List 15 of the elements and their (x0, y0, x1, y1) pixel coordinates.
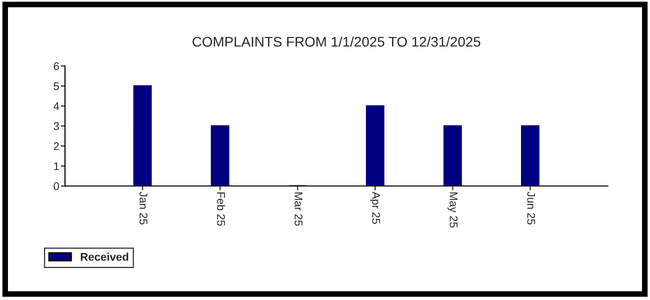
y-tick-label: 5 (54, 82, 59, 90)
y-tick-label: 4 (54, 102, 60, 110)
y-tick-label: 2 (54, 142, 59, 150)
x-tick-label: Jun 25 (527, 192, 536, 224)
x-tick-label: May 25 (448, 192, 458, 228)
x-tick-label: Mar 25 (294, 192, 302, 226)
x-tick-label: Jan 25 (140, 192, 148, 224)
y-tick-label: 6 (54, 62, 59, 70)
x-tick-label: Apr 25 (370, 192, 380, 224)
chart-title: COMPLAINTS FROM 1/1/2025 TO 12/31/2025 (192, 36, 480, 47)
y-tick-label: 0 (54, 182, 60, 190)
y-tick-label: 1 (54, 162, 59, 170)
y-tick-label: 3 (54, 122, 59, 130)
x-tick-label: Feb 25 (217, 192, 226, 226)
legend-label: Received (80, 252, 128, 261)
